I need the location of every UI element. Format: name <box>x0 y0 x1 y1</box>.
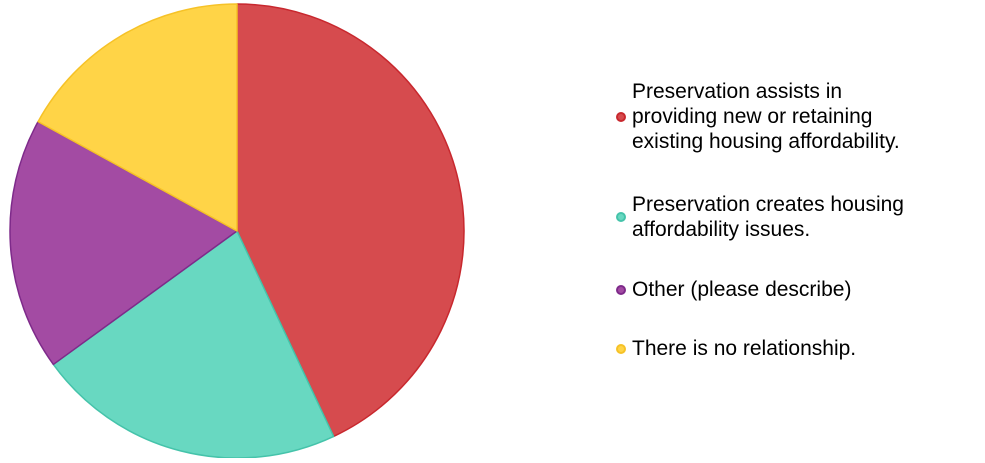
pie-chart-area <box>9 3 465 459</box>
legend-label: Preservation creates housing affordabili… <box>632 193 904 241</box>
legend-item-1[interactable]: Preservation assists in providing new or… <box>616 79 981 154</box>
legend-label: Preservation assists in providing new or… <box>632 80 900 153</box>
legend-item-2[interactable]: Preservation creates housing affordabili… <box>616 192 981 242</box>
legend-marker-icon <box>616 343 626 354</box>
legend-item-3[interactable]: Other (please describe) <box>616 277 981 302</box>
pie-slice-1[interactable] <box>236 3 465 438</box>
legend-marker-icon <box>616 212 626 222</box>
pie-slice-4[interactable] <box>37 3 238 232</box>
legend-label: Other (please describe) <box>632 278 852 301</box>
chart-legend: Preservation assists in providing new or… <box>616 0 981 458</box>
pie-chart <box>9 3 465 459</box>
legend-item-4[interactable]: There is no relationship. <box>616 336 981 361</box>
legend-label: There is no relationship. <box>632 337 857 360</box>
pie-slice-3[interactable] <box>9 120 238 366</box>
legend-marker-icon <box>616 111 626 122</box>
legend-marker-icon <box>616 284 626 295</box>
pie-slice-2[interactable] <box>52 230 335 459</box>
